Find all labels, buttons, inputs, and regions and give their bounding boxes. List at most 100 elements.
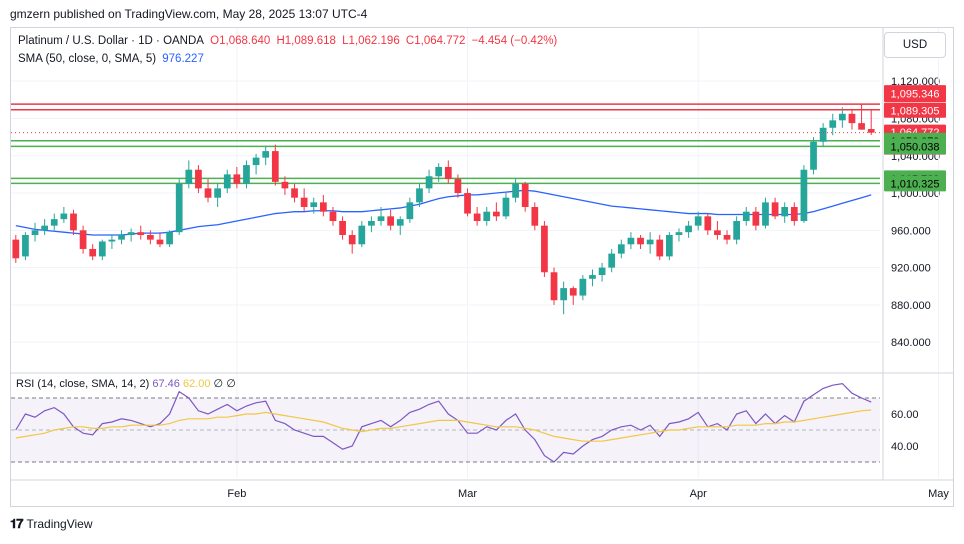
candle-body	[695, 216, 702, 225]
high-value: H1,089.618	[276, 35, 335, 47]
candle	[109, 235, 116, 249]
candle	[608, 249, 615, 272]
candle	[579, 275, 586, 300]
candle	[291, 184, 298, 203]
currency-button[interactable]: USD	[884, 32, 946, 58]
candle-body	[435, 167, 442, 176]
price-legend: Platinum / U.S. Dollar · 1D · OANDA O1,0…	[18, 35, 560, 47]
rsi-label[interactable]: RSI (14, close, SMA, 14, 2)	[16, 378, 149, 390]
candle-body	[858, 123, 865, 130]
candle-body	[157, 240, 164, 245]
rsi-extra-2: ∅	[226, 378, 236, 390]
candle-body	[743, 212, 750, 221]
candle	[406, 198, 413, 223]
candle	[474, 207, 481, 226]
candle	[829, 114, 836, 135]
candle	[176, 179, 183, 235]
candle	[32, 223, 39, 242]
candle-body	[109, 240, 116, 242]
candle	[330, 207, 337, 226]
footer-brand-label: TradingView	[26, 517, 92, 531]
candle-body	[589, 275, 596, 279]
candle	[272, 145, 279, 186]
candle-body	[570, 288, 577, 295]
candle-body	[849, 114, 856, 123]
candle-body	[330, 212, 337, 221]
candle-body	[839, 114, 846, 121]
candle-body	[445, 167, 452, 179]
candle	[493, 202, 500, 221]
candle-body	[714, 230, 721, 235]
support-4-tag-label: 1,010.325	[891, 178, 940, 190]
rsi-value: 67.46	[152, 378, 180, 390]
candle-body	[233, 174, 240, 183]
candle	[243, 160, 250, 188]
candle-body	[291, 188, 298, 197]
candle-body	[378, 216, 385, 221]
price-tick-label: 840.000	[891, 337, 931, 349]
candle-body	[416, 188, 423, 202]
candle	[781, 202, 788, 223]
candle	[724, 230, 731, 244]
candle-body	[455, 179, 462, 193]
candle-body	[387, 216, 394, 225]
candle	[551, 268, 558, 305]
candle-body	[272, 151, 279, 182]
candle	[858, 104, 865, 129]
candle-body	[426, 176, 433, 188]
candle	[695, 212, 702, 231]
candle-body	[483, 212, 490, 221]
candle-body	[637, 238, 644, 245]
candle-body	[12, 240, 19, 259]
candle	[589, 269, 596, 286]
candle	[531, 202, 538, 230]
candle-body	[647, 240, 654, 245]
close-value: C1,064.772	[406, 35, 465, 47]
footer-brand[interactable]: 𝟏𝟕 TradingView	[10, 516, 93, 532]
candle	[339, 216, 346, 239]
candle	[70, 210, 77, 235]
candle	[628, 232, 635, 249]
candle-body	[820, 128, 827, 142]
candle-body	[801, 170, 808, 221]
candle-body	[195, 170, 202, 189]
candle-body	[99, 242, 106, 257]
price-tick-label: 920.000	[891, 263, 931, 275]
candle	[157, 232, 164, 247]
candle	[253, 154, 260, 175]
candle	[522, 182, 529, 212]
candle-body	[752, 212, 759, 226]
candle-body	[628, 238, 635, 245]
symbol-label[interactable]: Platinum / U.S. Dollar · 1D · OANDA	[18, 35, 204, 47]
candle-body	[147, 235, 154, 240]
sma-label[interactable]: SMA (50, close, 0, SMA, 5)	[18, 53, 156, 65]
candle-body	[22, 235, 29, 256]
candle	[262, 146, 269, 165]
candle	[358, 221, 365, 247]
candle	[349, 230, 356, 253]
candle-body	[676, 232, 683, 235]
candle-body	[282, 182, 289, 189]
candle-body	[618, 244, 625, 253]
candle	[685, 221, 692, 238]
support-2-tag-label: 1,050.038	[891, 141, 940, 153]
candle-body	[724, 235, 731, 240]
candle-body	[493, 212, 500, 217]
candle	[743, 207, 750, 226]
candle-body	[310, 202, 317, 207]
candle	[704, 214, 711, 235]
candle	[762, 198, 769, 229]
candle	[570, 286, 577, 305]
candle-body	[560, 288, 567, 300]
candle	[820, 123, 827, 146]
sma-value: 976.227	[162, 53, 204, 65]
candle-body	[733, 221, 740, 240]
candle	[560, 282, 567, 315]
candle-body	[503, 198, 510, 217]
candle	[618, 240, 625, 259]
candle	[801, 165, 808, 223]
candle	[752, 207, 759, 230]
candle-body	[89, 249, 96, 256]
candle-body	[243, 165, 250, 184]
